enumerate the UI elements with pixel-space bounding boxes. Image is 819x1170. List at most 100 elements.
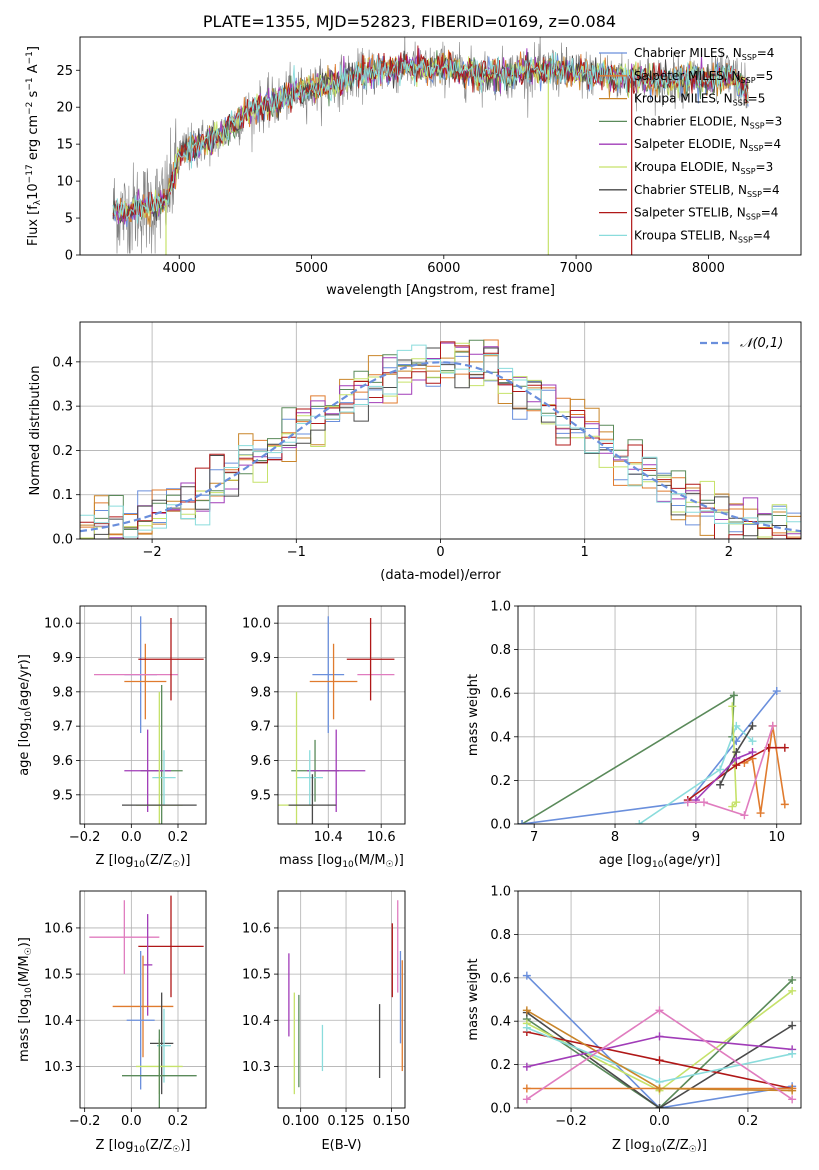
age_vs_Z-xlabel-part: Z [log (96, 853, 134, 868)
legend-label: Chabrier ELODIE, NSSP=3 (634, 114, 782, 130)
legend-label-part: SSP (741, 76, 756, 85)
y-tick-label: 10.0 (44, 617, 73, 632)
age_vs_Z-ylabel-part: (age/yr)] (17, 654, 32, 711)
legend-label: Kroupa STELIB, NSSP=4 (634, 228, 771, 244)
legend-label-part: SSP (741, 167, 756, 176)
y-tick-label: 10.3 (44, 1060, 73, 1075)
legend-label-part: Chabrier ELODIE, N (634, 114, 750, 128)
y-tick-label: 9.5 (250, 788, 271, 803)
legend-label-part: =4 (762, 183, 780, 197)
x-tick-label: 5000 (295, 261, 328, 276)
massweight_vs_age-series (518, 687, 789, 824)
massweight_vs_Z-xlabel: Z [log10(Z/Z☉)] (612, 1138, 707, 1155)
weight-point-marker (740, 811, 749, 820)
legend-label-part: Chabrier MILES, N (634, 46, 742, 60)
y-tick-label: 10 (56, 175, 73, 190)
residuals-xlabel: (data-model)/error (380, 568, 501, 583)
age_vs_Z-axes: −0.2 0.0 0.2 9.5 9.6 9.7 9.8 9.9 10.0 (44, 606, 206, 845)
mass_vs_Z-ylabel-part: (M/M (17, 955, 32, 987)
age_vs_Z-ylabel-part: 10 (24, 711, 34, 723)
x-tick-label: 0.0 (121, 1114, 142, 1129)
x-tick-label: 0.100 (282, 1114, 319, 1129)
massweight_vs_age-frame (517, 605, 802, 825)
weight-point-marker (788, 1049, 797, 1058)
x-tick-label: 0.125 (327, 1114, 364, 1129)
mass_vs_Z-ylabel-part: )] (17, 937, 32, 947)
weight-point-marker (780, 743, 789, 752)
y-tick-label: 9.9 (250, 651, 271, 666)
x-tick-label: 2 (725, 545, 733, 560)
weight-series-line (687, 725, 774, 817)
age_vs_Z-xlabel-part: )] (180, 853, 190, 868)
mass_vs_ebv-points (288, 900, 403, 1095)
legend-label: Salpeter ELODIE, NSSP=4 (634, 137, 781, 153)
legend-label-part: SSP (750, 121, 765, 130)
x-tick-label: 0.2 (168, 1114, 189, 1129)
legend-label-part: Salpeter STELIB, N (634, 206, 746, 220)
legend-label-part: SSP (738, 235, 753, 244)
x-tick-label: −0.2 (69, 830, 101, 845)
weight-series-line (638, 724, 754, 824)
spectrum-ylabel: Flux [fλ10−17 erg cm−2 s−1 A−1] (25, 46, 43, 246)
massweight_vs_Z-series (522, 971, 797, 1108)
mass_vs_Z-xlabel-part: 10 (133, 1145, 145, 1155)
y-tick-label: 9.7 (52, 720, 73, 735)
massweight_vs_Z-axes: −0.2 0.0 0.2 0.0 0.2 0.4 0.6 0.8 1.0 (490, 885, 801, 1129)
y-tick-label: 0.4 (52, 355, 73, 370)
weight-point-marker (728, 802, 737, 811)
age_vs_mass-xlabel-part: )] (394, 853, 404, 868)
mass_vs_ebv-frame (277, 890, 406, 1109)
y-tick-label: 9.8 (250, 685, 271, 700)
mass_vs_Z-axes: −0.2 0.0 0.2 10.3 10.4 10.5 10.6 (44, 891, 206, 1129)
y-tick-label: 0.0 (490, 818, 511, 833)
spectrum-ylabel-part: s (26, 90, 41, 101)
massweight_vs_age-ylabel: mass weight (466, 674, 481, 756)
weight-point-marker (683, 798, 692, 807)
massweight_vs_age-axes: 7 8 9 10 0.0 0.2 0.4 0.6 0.8 1.0 (490, 600, 801, 845)
legend-label-part: Chabrier STELIB, N (634, 183, 747, 197)
weight-point-marker (780, 800, 789, 809)
weight-point-marker (655, 1006, 664, 1015)
weight-point-marker (522, 971, 531, 980)
y-tick-label: 0.4 (490, 1015, 511, 1030)
x-tick-label: 10.4 (314, 830, 343, 845)
gaussian-curve (80, 361, 801, 533)
residual-histograms (80, 339, 801, 539)
y-tick-label: 1.0 (490, 600, 511, 615)
spectrum-axes: 4000 5000 6000 7000 8000 0 5 10 15 20 25 (56, 64, 724, 276)
y-tick-label: 0.2 (490, 774, 511, 789)
weight-point-marker (748, 748, 757, 757)
spectrum-ylabel-part: erg cm (26, 115, 41, 164)
weight-point-marker (716, 780, 725, 789)
y-tick-label: 9.8 (52, 685, 73, 700)
y-tick-label: 10.6 (242, 921, 271, 936)
age_vs_mass-xlabel-part: (M/M (354, 853, 386, 868)
y-tick-label: 0.6 (490, 687, 511, 702)
weight-point-marker (728, 702, 737, 711)
y-tick-label: 9.6 (52, 754, 73, 769)
x-tick-label: 7000 (560, 261, 593, 276)
x-tick-label: 0.2 (168, 830, 189, 845)
weight-series-line (521, 693, 735, 824)
age_vs_Z-xlabel-part: 10 (133, 860, 145, 870)
spectrum-xlabel: wavelength [Angstrom, rest frame] (326, 283, 555, 298)
legend-label-part: Kroupa ELODIE, N (634, 160, 741, 174)
residuals-ylabel: Normed distribution (28, 366, 43, 496)
age_vs_mass-xlabel: mass [log10(M/M☉)] (279, 853, 404, 870)
spectrum-ylabel-part: −1 (25, 77, 35, 90)
age_vs_Z-ylabel-part: age [log (17, 723, 32, 776)
legend-label-part: =3 (756, 160, 774, 174)
massweight_vs_Z-frame (517, 890, 802, 1109)
y-tick-label: 0.0 (490, 1102, 511, 1117)
y-tick-label: 0.0 (52, 533, 73, 548)
age_vs_mass-xlabel-part: mass [log (279, 853, 342, 868)
y-tick-label: 0.4 (490, 730, 511, 745)
mass_vs_Z-xlabel: Z [log10(Z/Z☉)] (96, 1138, 191, 1155)
mass_vs_Z-ylabel-part: ☉ (24, 947, 34, 955)
weight-point-marker (655, 1104, 664, 1108)
legend-label-part: =3 (765, 114, 783, 128)
legend-label-part: SSP (747, 190, 762, 199)
y-tick-label: 0.8 (490, 643, 511, 658)
mass_vs_Z-xlabel-part: (Z/Z (145, 1138, 172, 1153)
